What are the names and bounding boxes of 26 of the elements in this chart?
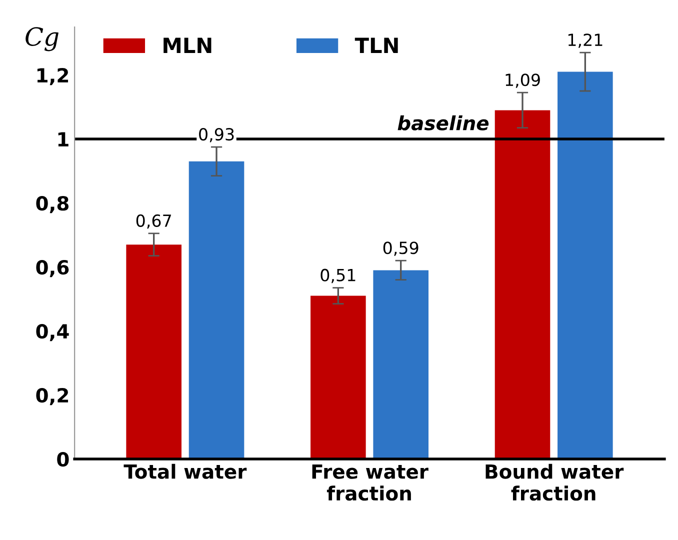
data-label: 0,93 — [199, 128, 234, 142]
y-tick-label: 1 — [58, 132, 68, 146]
legend-label: MLN — [164, 38, 212, 53]
data-label: 1,21 — [568, 34, 602, 48]
data-label: 0,67 — [136, 214, 171, 229]
bar — [126, 244, 182, 459]
y-tick-label: 0,8 — [36, 196, 69, 214]
y-tick-label: 0,2 — [36, 388, 68, 406]
x-tick-label: Bound water fraction — [486, 464, 624, 501]
bar — [558, 72, 613, 459]
y-tick-label: 0 — [57, 452, 69, 467]
data-label: 0,59 — [383, 242, 418, 256]
y-tick-label: 1,2 — [37, 68, 68, 86]
bar — [188, 161, 244, 459]
y-axis-title: Cg — [26, 27, 58, 52]
x-tick-label: Free water fraction — [312, 464, 428, 501]
x-tick-label: Total water — [124, 464, 247, 479]
y-tick-label: 0,4 — [36, 324, 69, 342]
legend-label: TLN — [354, 38, 398, 53]
bar — [494, 110, 550, 459]
data-label: 1,09 — [506, 74, 540, 88]
bar — [310, 296, 366, 459]
y-tick-label: 0,6 — [36, 260, 69, 278]
bar — [373, 270, 428, 459]
data-label: 0,51 — [320, 268, 356, 284]
ref-line-label: baseline — [398, 115, 489, 130]
